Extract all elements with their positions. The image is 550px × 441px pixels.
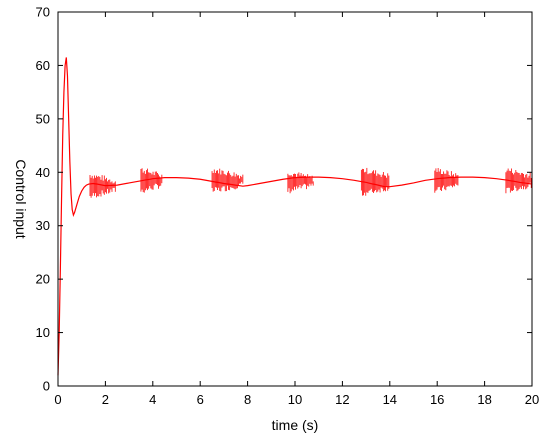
- x-tick-label: 14: [383, 392, 397, 407]
- y-tick-label: 20: [36, 272, 50, 287]
- chatter-band: [505, 168, 532, 194]
- chatter-band: [140, 168, 163, 193]
- chatter-band: [89, 175, 116, 198]
- chatter-band: [360, 167, 390, 196]
- x-axis-label: time (s): [272, 417, 319, 433]
- x-tick-label: 16: [430, 392, 444, 407]
- y-tick-label: 30: [36, 218, 50, 233]
- y-tick-label: 50: [36, 111, 50, 126]
- y-tick-label: 10: [36, 325, 50, 340]
- chatter-band: [211, 168, 244, 192]
- y-axis-label: Control input: [13, 159, 29, 238]
- x-tick-label: 2: [102, 392, 109, 407]
- x-tick-label: 20: [525, 392, 539, 407]
- x-tick-label: 18: [477, 392, 491, 407]
- x-tick-label: 0: [54, 392, 61, 407]
- y-tick-label: 0: [43, 379, 50, 394]
- chatter-band: [434, 168, 459, 193]
- x-tick-label: 12: [335, 392, 349, 407]
- series-line: [57, 57, 533, 376]
- chatter-band: [287, 172, 314, 194]
- x-tick-label: 10: [288, 392, 302, 407]
- x-tick-label: 6: [197, 392, 204, 407]
- axis-ticks-group: 0 2 4 6 8 10 12 14 16 18 20 0 10 20 30 40 50 60 70: [36, 5, 540, 408]
- y-tick-label: 60: [36, 58, 50, 73]
- y-tick-label: 70: [36, 5, 50, 20]
- series-group: [57, 57, 533, 376]
- x-tick-label: 4: [149, 392, 156, 407]
- x-tick-label: 8: [244, 392, 251, 407]
- y-tick-label: 40: [36, 165, 50, 180]
